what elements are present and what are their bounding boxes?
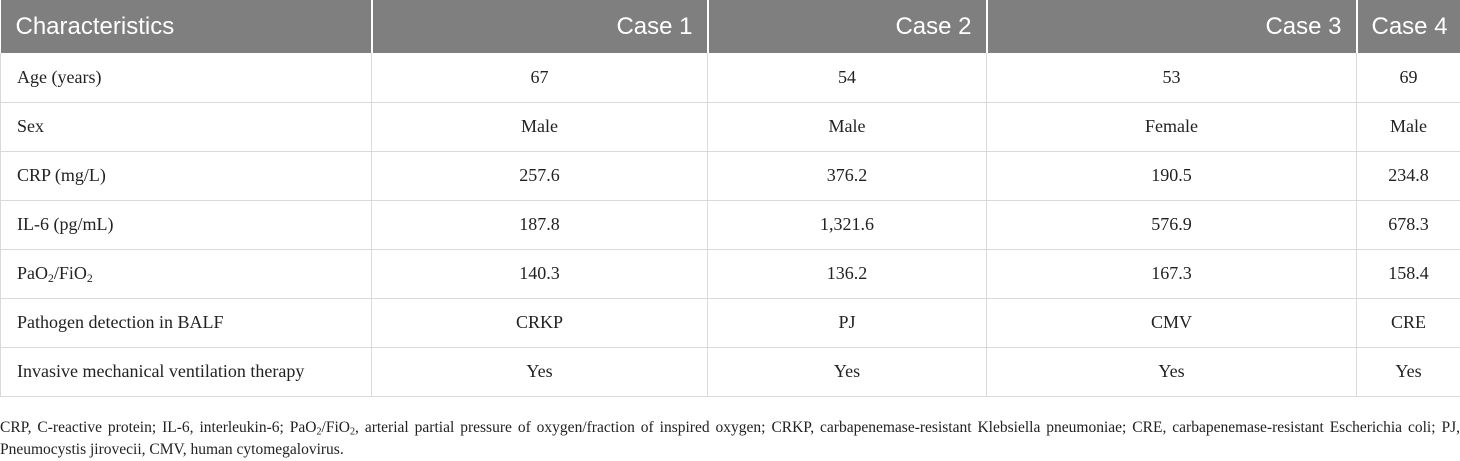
cell-value: CRE	[1357, 298, 1460, 347]
cell-value: 53	[987, 53, 1357, 102]
table-footnote: CRP, C-reactive protein; IL-6, interleuk…	[0, 417, 1460, 461]
table-row: CRP (mg/L) 257.6 376.2 190.5 234.8	[1, 151, 1460, 200]
cell-value: 69	[1357, 53, 1460, 102]
cell-value: 1,321.6	[708, 200, 987, 249]
table-row: PaO2/FiO2 140.3 136.2 167.3 158.4	[1, 249, 1460, 298]
row-label: Sex	[1, 102, 372, 151]
cell-value: Yes	[372, 347, 708, 396]
cell-value: Yes	[1357, 347, 1460, 396]
footnote-text: CRP, C-reactive protein; IL-6, interleuk…	[0, 419, 316, 436]
cell-value: 190.5	[987, 151, 1357, 200]
row-label: CRP (mg/L)	[1, 151, 372, 200]
cell-value: 678.3	[1357, 200, 1460, 249]
table-row: Invasive mechanical ventilation therapy …	[1, 347, 1460, 396]
row-label: Age (years)	[1, 53, 372, 102]
cell-value: 376.2	[708, 151, 987, 200]
row-label: IL-6 (pg/mL)	[1, 200, 372, 249]
cell-value: 67	[372, 53, 708, 102]
table-row: Pathogen detection in BALF CRKP PJ CMV C…	[1, 298, 1460, 347]
subscript: 2	[87, 272, 93, 285]
cell-value: 167.3	[987, 249, 1357, 298]
row-label: Pathogen detection in BALF	[1, 298, 372, 347]
table-row: Sex Male Male Female Male	[1, 102, 1460, 151]
cell-value: CRKP	[372, 298, 708, 347]
header-case-2: Case 2	[708, 0, 987, 53]
cell-value: 158.4	[1357, 249, 1460, 298]
header-characteristics: Characteristics	[1, 0, 372, 53]
cell-value: Yes	[987, 347, 1357, 396]
header-case-3: Case 3	[987, 0, 1357, 53]
cell-value: 54	[708, 53, 987, 102]
cell-value: 234.8	[1357, 151, 1460, 200]
cell-value: CMV	[987, 298, 1357, 347]
cell-value: 257.6	[372, 151, 708, 200]
row-label: PaO2/FiO2	[1, 249, 372, 298]
table-container: Characteristics Case 1 Case 2 Case 3 Cas…	[0, 0, 1460, 397]
cell-value: Male	[372, 102, 708, 151]
cell-value: 136.2	[708, 249, 987, 298]
cell-value: 187.8	[372, 200, 708, 249]
row-label: Invasive mechanical ventilation therapy	[1, 347, 372, 396]
characteristics-table: Characteristics Case 1 Case 2 Case 3 Cas…	[0, 0, 1460, 397]
header-case-1: Case 1	[372, 0, 708, 53]
footnote-text: /FiO	[322, 419, 350, 436]
header-row: Characteristics Case 1 Case 2 Case 3 Cas…	[1, 0, 1460, 53]
cell-value: 140.3	[372, 249, 708, 298]
cell-value: Male	[1357, 102, 1460, 151]
cell-value: Male	[708, 102, 987, 151]
cell-value: Female	[987, 102, 1357, 151]
label-text: PaO	[17, 263, 48, 283]
cell-value: 576.9	[987, 200, 1357, 249]
cell-value: Yes	[708, 347, 987, 396]
table-row: Age (years) 67 54 53 69	[1, 53, 1460, 102]
table-row: IL-6 (pg/mL) 187.8 1,321.6 576.9 678.3	[1, 200, 1460, 249]
header-case-4: Case 4	[1357, 0, 1460, 53]
label-text: /FiO	[54, 263, 87, 283]
cell-value: PJ	[708, 298, 987, 347]
